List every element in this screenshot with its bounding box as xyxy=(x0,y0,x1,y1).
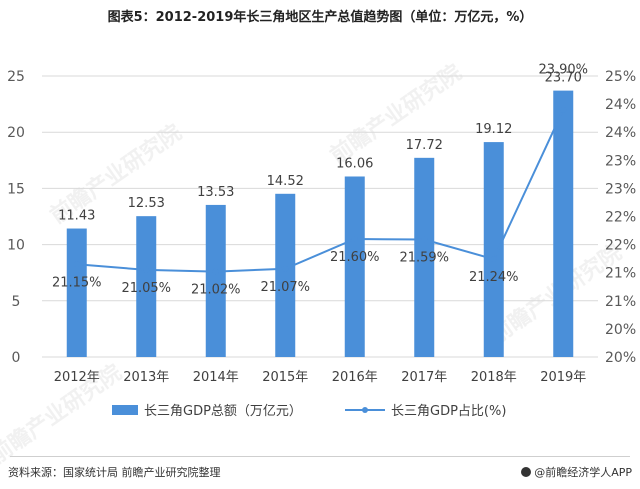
bar-data-label: 16.06 xyxy=(336,156,373,171)
y-left-tick-label: 10 xyxy=(7,238,25,254)
x-tick-label: 2018年 xyxy=(471,370,517,385)
y-right-tick-label: 25% xyxy=(605,69,636,85)
line-data-label: 21.60% xyxy=(330,250,380,265)
y-left-tick-label: 20 xyxy=(7,125,25,141)
line-point xyxy=(421,236,428,243)
bar-data-label: 11.43 xyxy=(58,209,95,224)
y-right-tick-label: 22% xyxy=(605,210,636,226)
y-right-tick-label: 21% xyxy=(605,294,636,310)
y-right-tick-label: 20% xyxy=(605,322,636,338)
bar-data-label: 13.53 xyxy=(197,185,234,200)
x-tick-label: 2015年 xyxy=(262,370,308,385)
legend-line-marker xyxy=(362,407,368,413)
y-right-tick-label: 24% xyxy=(605,97,636,113)
bar xyxy=(344,176,365,357)
bar xyxy=(205,204,226,357)
brand-text: @前瞻经济学人APP xyxy=(534,466,632,479)
line-point xyxy=(73,261,80,268)
y-right-tick-label: 20% xyxy=(605,350,636,366)
line-point xyxy=(490,256,497,263)
x-tick-label: 2017年 xyxy=(401,370,447,385)
bar xyxy=(275,193,296,357)
y-right-tick-label: 21% xyxy=(605,266,636,282)
bar xyxy=(483,142,504,357)
line-data-label: 21.59% xyxy=(399,251,449,266)
legend-bar-label: 长三角GDP总额（万亿元） xyxy=(144,404,302,419)
line-series xyxy=(76,109,565,273)
x-tick-label: 2016年 xyxy=(332,370,378,385)
line-data-label: 23.90% xyxy=(538,63,588,78)
y-left-tick-label: 5 xyxy=(12,294,21,310)
legend-bar-swatch xyxy=(112,405,138,415)
chart-title: 图表5：2012-2019年长三角地区生产总值趋势图（单位：万亿元，%） xyxy=(107,10,533,25)
y-right-tick-label: 24% xyxy=(605,125,636,141)
line-point xyxy=(212,268,219,275)
line-data-label: 21.05% xyxy=(121,281,171,296)
y-left-tick-label: 15 xyxy=(7,181,25,197)
line-point xyxy=(560,106,567,113)
y-right-tick-label: 23% xyxy=(605,153,636,169)
line-data-label: 21.24% xyxy=(469,270,519,285)
x-tick-label: 2012年 xyxy=(54,370,100,385)
bar-data-label: 23.70 xyxy=(545,71,582,86)
line-point xyxy=(143,266,150,273)
x-tick-label: 2013年 xyxy=(123,370,169,385)
bar xyxy=(553,90,574,357)
bar-data-label: 19.12 xyxy=(475,122,512,137)
source-note: 资料来源：国家统计局 前瞻产业研究院整理 xyxy=(8,466,221,479)
bar xyxy=(414,157,435,357)
line-data-label: 21.15% xyxy=(52,275,102,290)
bar xyxy=(136,216,157,357)
y-left-tick-label: 25 xyxy=(7,69,25,85)
y-right-tick-label: 23% xyxy=(605,181,636,197)
line-point xyxy=(282,265,289,272)
y-right-tick-label: 22% xyxy=(605,238,636,254)
bar-data-label: 17.72 xyxy=(406,138,443,153)
line-data-label: 21.02% xyxy=(191,283,241,298)
x-tick-label: 2019年 xyxy=(540,370,586,385)
bar-data-label: 14.52 xyxy=(267,174,304,189)
legend-line-label: 长三角GDP占比(%) xyxy=(391,404,506,419)
line-data-label: 21.07% xyxy=(260,280,310,295)
bar-data-label: 12.53 xyxy=(128,196,165,211)
footer-divider xyxy=(10,456,630,457)
x-tick-label: 2014年 xyxy=(193,370,239,385)
bar xyxy=(66,228,87,357)
brand-credit: @前瞻经济学人APP xyxy=(521,464,632,480)
line-point xyxy=(351,235,358,242)
brand-logo-icon xyxy=(521,467,532,477)
y-left-tick-label: 0 xyxy=(12,350,21,366)
